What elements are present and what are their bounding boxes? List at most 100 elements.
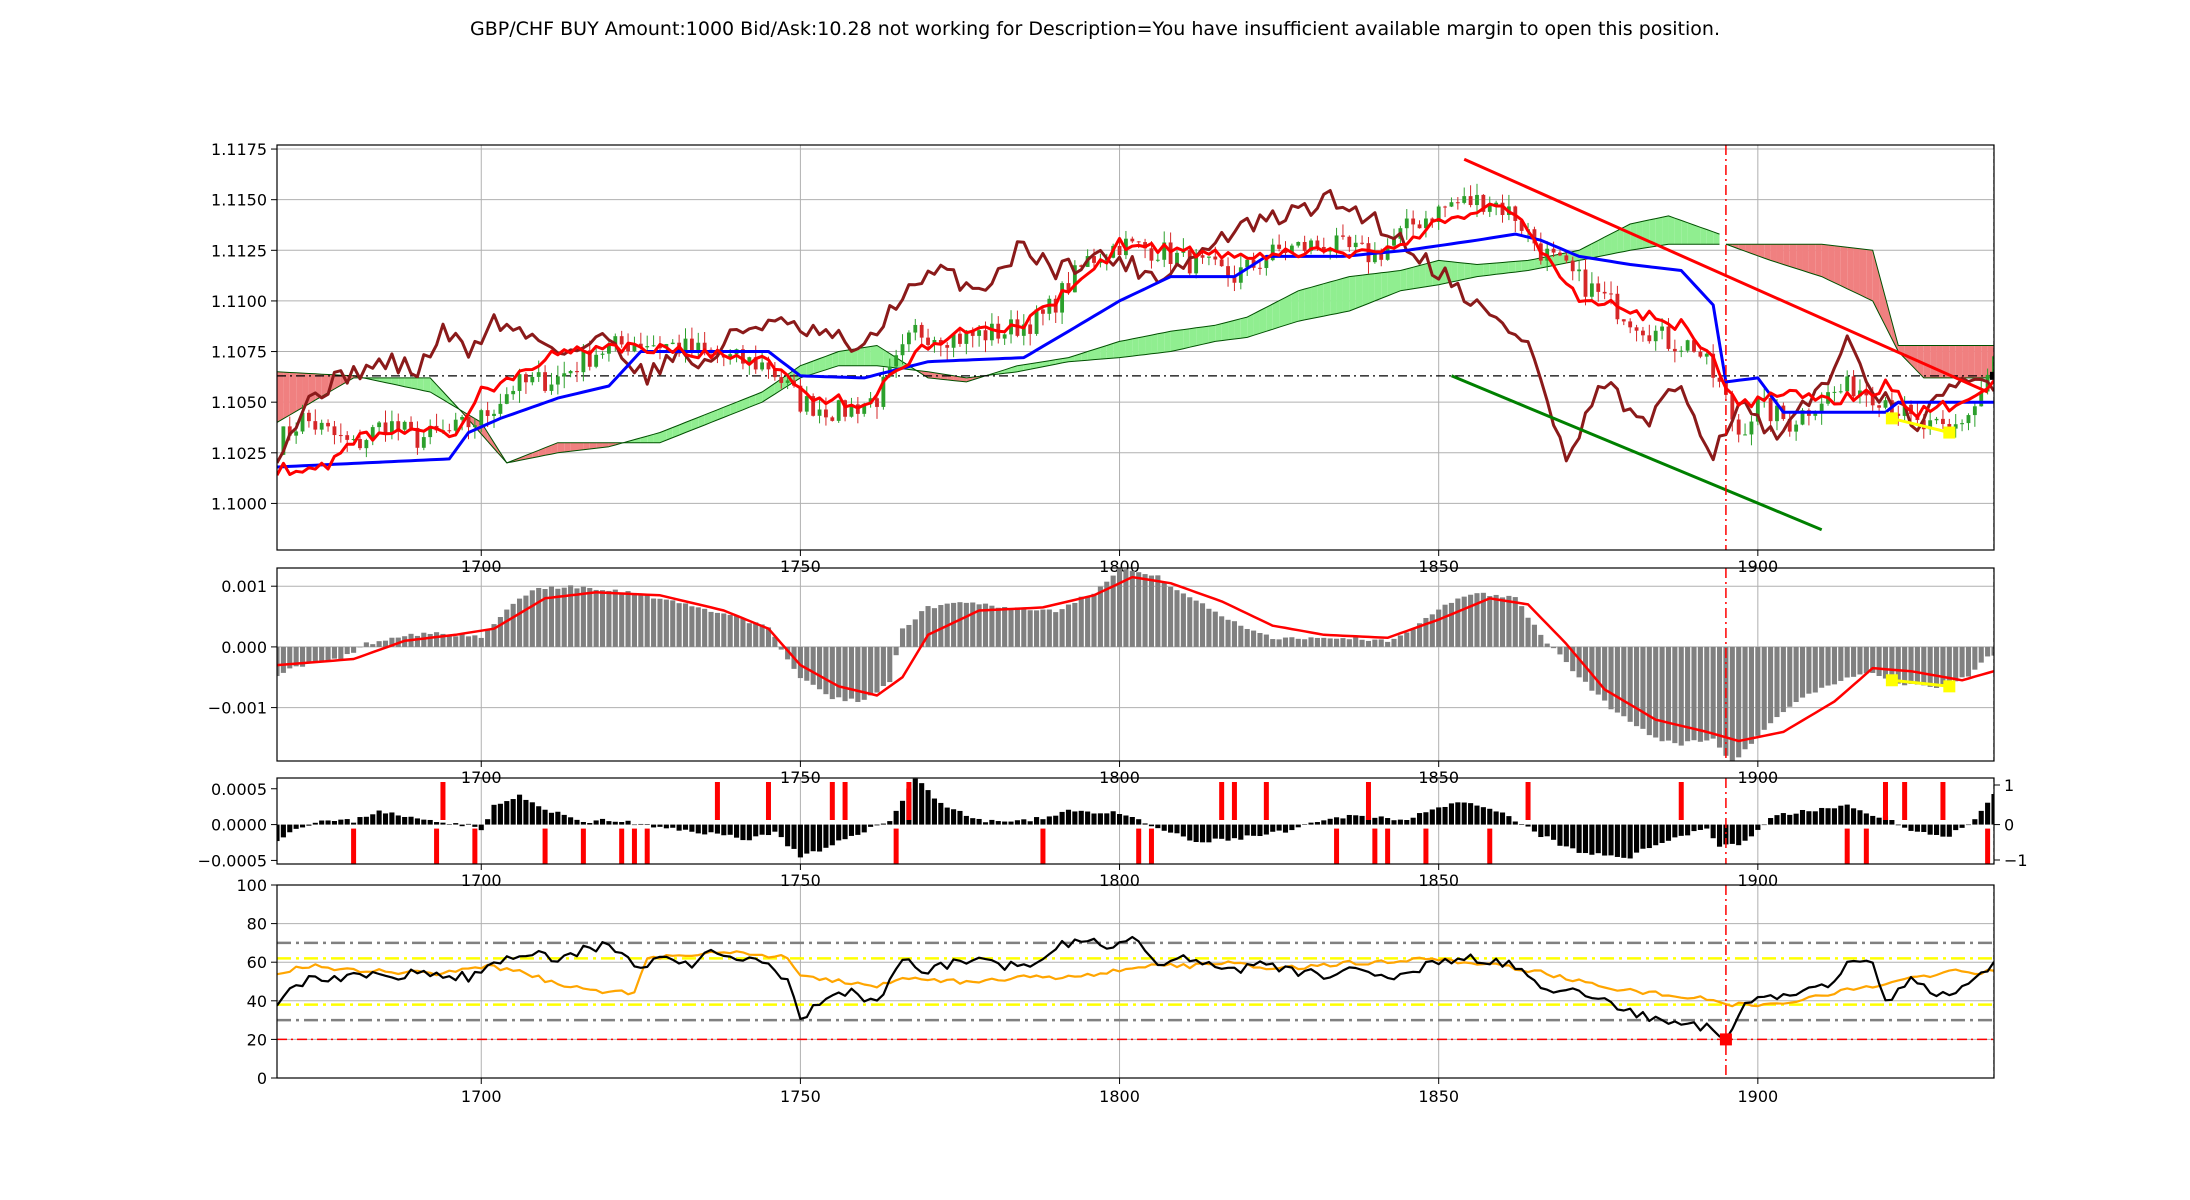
histogram-bar (1851, 808, 1857, 825)
candle-up (581, 350, 586, 373)
macd-bar (338, 646, 344, 659)
macd-bar (299, 646, 306, 667)
histogram-bar (957, 810, 963, 825)
histogram-bar (529, 802, 535, 825)
histogram-bar (1685, 824, 1691, 836)
sell-signal-bar (542, 828, 548, 864)
bullish-cloud-segment (698, 414, 705, 428)
macd-bar (510, 603, 516, 647)
bearish-cloud-segment (1783, 244, 1790, 267)
bullish-cloud-segment (1368, 273, 1375, 304)
rsi-line (277, 935, 1994, 1041)
x-tick-label: 1900 (1737, 1087, 1778, 1106)
histogram-bar (1665, 824, 1672, 841)
histogram-bar (1289, 824, 1295, 831)
macd-bar (1806, 646, 1812, 694)
histogram-bar (1551, 824, 1557, 840)
macd-bar (1021, 608, 1027, 647)
histogram-bar (1123, 815, 1129, 825)
macd-bar (708, 611, 714, 647)
bullish-cloud-segment (1176, 329, 1184, 351)
candle-up (1353, 242, 1358, 248)
macd-bar (785, 646, 791, 660)
candle-down (766, 362, 771, 370)
bullish-cloud-segment (666, 427, 673, 441)
histogram-bar (1455, 802, 1461, 825)
candle-down (1583, 269, 1588, 297)
macd-bar (848, 646, 855, 699)
macd-bar (376, 641, 382, 647)
histogram-bar (312, 822, 318, 825)
histogram-bar (880, 823, 886, 825)
macd-bar (612, 589, 618, 647)
candle-up (728, 354, 733, 358)
histogram-bar (1410, 817, 1416, 825)
histogram-bar (702, 824, 708, 835)
histogram-bar (765, 824, 772, 836)
candle-up (453, 419, 458, 431)
macd-bar (312, 646, 318, 662)
macd-bar (587, 588, 593, 647)
histogram-bar (516, 794, 523, 825)
macd-bar (1072, 602, 1078, 647)
candle-up (300, 412, 305, 432)
histogram-bar (1346, 814, 1352, 825)
candle-down (1532, 229, 1537, 244)
bearish-cloud-segment (1859, 248, 1867, 298)
macd-bar (382, 640, 389, 647)
histogram-bar (427, 819, 433, 825)
candle-down (1028, 324, 1033, 334)
bullish-cloud-segment (691, 417, 699, 431)
macd-bar (370, 644, 376, 647)
histogram-bar (1008, 821, 1014, 825)
buy-signal-bar (842, 782, 848, 820)
candle-up (504, 394, 509, 404)
macd-bar (523, 595, 529, 647)
bullish-cloud-segment (1291, 290, 1299, 324)
macd-bar (1519, 606, 1525, 647)
histogram-bar (1340, 818, 1346, 825)
histogram-bar (823, 824, 829, 848)
bearish-cloud-segment (1770, 244, 1777, 263)
buy-signal-bar (906, 782, 912, 820)
histogram-bar (1838, 805, 1844, 825)
macd-bar (1251, 630, 1257, 647)
macd-bar (1991, 646, 1994, 656)
histogram-bar (810, 824, 816, 852)
candle-up (1002, 334, 1007, 339)
macd-divergence-marker (1885, 674, 1898, 687)
bullish-cloud-segment (730, 402, 737, 415)
histogram-bar (472, 824, 478, 827)
macd-bar (1761, 646, 1767, 730)
candle-down (1666, 326, 1671, 349)
histogram-bar (1557, 824, 1563, 846)
bullish-cloud-segment (1330, 280, 1337, 315)
macd-bar (1602, 646, 1608, 701)
candle-up (1845, 376, 1850, 392)
bullish-cloud-segment (742, 397, 750, 410)
macd-bar (1410, 629, 1416, 647)
bullish-cloud-segment (1694, 224, 1701, 245)
cloud-span-a-edge (1725, 243, 1994, 379)
bearish-cloud-segment (487, 432, 495, 449)
histogram-bar (912, 778, 918, 825)
bearish-cloud-segment (1802, 244, 1809, 273)
histogram-bar (1365, 815, 1372, 825)
macd-bar (516, 598, 523, 647)
macd-bar (1921, 646, 1927, 686)
macd-bar (606, 590, 612, 647)
bullish-cloud-segment (1125, 338, 1133, 357)
histogram-bar (1978, 810, 1984, 825)
price-plot-area (277, 145, 1994, 550)
candle-down (1136, 241, 1141, 243)
macd-bar (1965, 646, 1972, 677)
macd-bar (1116, 568, 1123, 647)
buy-signal-bar (1678, 782, 1684, 820)
histogram-bar (625, 820, 631, 825)
bullish-cloud-segment (1132, 337, 1139, 357)
bullish-cloud-segment (1170, 330, 1177, 352)
histogram-bar (1895, 824, 1901, 826)
histogram-bar (1353, 815, 1359, 825)
macd-bar (434, 632, 440, 647)
macd-bar (536, 587, 542, 647)
